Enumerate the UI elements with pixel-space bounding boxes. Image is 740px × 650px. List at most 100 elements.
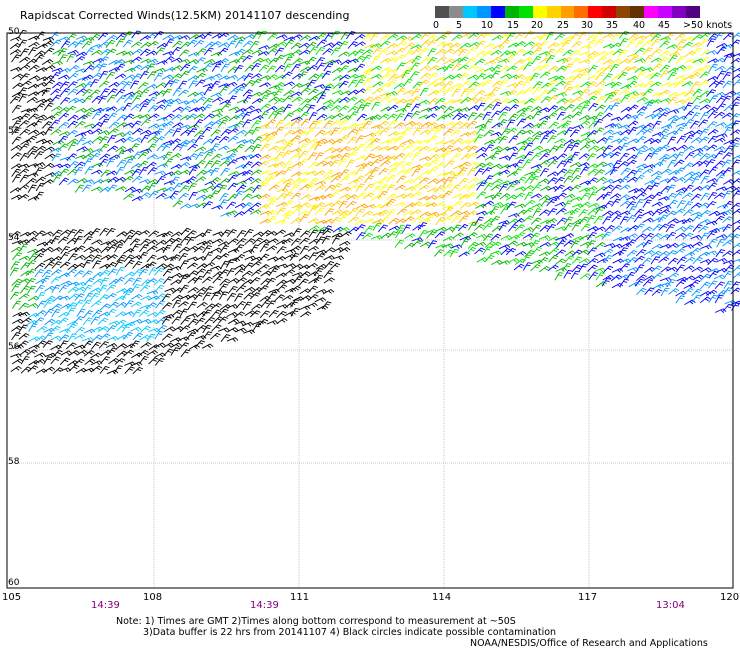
wind-barb bbox=[298, 150, 309, 159]
wind-barb bbox=[691, 129, 703, 137]
wind-barb bbox=[289, 285, 302, 293]
wind-barb bbox=[163, 180, 176, 186]
wind-barb bbox=[236, 237, 247, 246]
wind-barb bbox=[129, 143, 140, 152]
wind-barb bbox=[562, 49, 574, 57]
wind-barb bbox=[107, 336, 119, 341]
wind-barb bbox=[433, 81, 446, 88]
wind-barb bbox=[401, 161, 413, 169]
wind-barb bbox=[650, 256, 661, 265]
wind-barb bbox=[547, 264, 559, 272]
wind-barb bbox=[540, 96, 552, 104]
wind-barb bbox=[620, 113, 632, 121]
wind-barb bbox=[700, 267, 712, 273]
wind-barb bbox=[593, 215, 604, 224]
wind-barb bbox=[116, 159, 127, 168]
wind-barb bbox=[313, 274, 324, 284]
wind-barb bbox=[562, 114, 574, 121]
wind-barb bbox=[26, 96, 38, 103]
wind-barb bbox=[570, 84, 582, 90]
wind-barb bbox=[210, 92, 222, 98]
wind-barb bbox=[546, 80, 558, 88]
wind-barb bbox=[514, 48, 526, 55]
scale-label: 40 bbox=[633, 20, 646, 31]
wind-barb bbox=[124, 300, 134, 308]
wind-barb bbox=[210, 247, 223, 253]
wind-barb bbox=[660, 168, 672, 175]
wind-barb bbox=[508, 104, 520, 112]
scale-color-swatch bbox=[644, 6, 659, 18]
wind-barb bbox=[179, 49, 190, 57]
wind-barb bbox=[243, 262, 254, 270]
wind-barb bbox=[668, 288, 680, 295]
wind-barb bbox=[145, 161, 157, 169]
wind-barb bbox=[386, 90, 398, 96]
wind-barb bbox=[604, 225, 615, 233]
wind-barb bbox=[627, 206, 637, 215]
wind-barb bbox=[114, 244, 124, 253]
wind-barb bbox=[203, 151, 213, 160]
wind-barb bbox=[451, 34, 463, 42]
wind-barb bbox=[241, 111, 252, 120]
wind-barb bbox=[268, 157, 280, 162]
wind-barb bbox=[59, 367, 72, 373]
wind-barb bbox=[25, 277, 36, 286]
wind-barb bbox=[436, 171, 449, 178]
wind-barb bbox=[217, 119, 228, 128]
wind-barb bbox=[610, 58, 622, 65]
wind-barb bbox=[91, 365, 103, 372]
wind-barb bbox=[578, 153, 590, 160]
wind-barb bbox=[203, 261, 216, 269]
wind-barb bbox=[139, 318, 152, 324]
wind-barb bbox=[209, 265, 222, 271]
wind-barb bbox=[714, 192, 726, 200]
wind-barb bbox=[315, 288, 328, 294]
wind-barb bbox=[195, 317, 206, 326]
wind-barb bbox=[690, 202, 702, 210]
wind-barb bbox=[227, 193, 238, 202]
wind-barb bbox=[242, 55, 253, 63]
wind-barb bbox=[139, 103, 149, 112]
wind-barb bbox=[10, 144, 22, 151]
wind-barb bbox=[89, 79, 99, 88]
wind-barb bbox=[498, 183, 509, 192]
wind-barb bbox=[227, 277, 240, 284]
wind-barb bbox=[490, 215, 501, 224]
wind-barb bbox=[419, 129, 431, 136]
wind-barb bbox=[596, 95, 606, 104]
wind-barb bbox=[458, 48, 469, 57]
wind-barb bbox=[652, 223, 663, 232]
wind-barb bbox=[291, 171, 303, 178]
wind-barb bbox=[707, 129, 719, 136]
wind-barb bbox=[308, 278, 320, 284]
wind-barb bbox=[338, 65, 350, 73]
wind-barb bbox=[564, 255, 575, 264]
wind-barb bbox=[323, 42, 335, 48]
wind-barb bbox=[234, 143, 245, 152]
wind-barb bbox=[692, 151, 704, 159]
wind-barb bbox=[28, 35, 40, 41]
wind-barb bbox=[59, 67, 71, 74]
scale-color-swatch bbox=[560, 6, 575, 18]
wind-barb bbox=[370, 96, 382, 103]
wind-barb bbox=[146, 290, 159, 295]
wind-barb bbox=[196, 324, 207, 332]
wind-barb bbox=[572, 105, 583, 113]
wind-barb bbox=[652, 283, 664, 290]
wind-barb bbox=[202, 276, 213, 284]
wind-barb bbox=[355, 183, 365, 192]
wind-barb bbox=[643, 164, 656, 169]
wind-barb bbox=[36, 292, 46, 301]
wind-barb bbox=[459, 131, 472, 137]
wind-barb bbox=[171, 316, 182, 325]
wind-barb bbox=[714, 32, 725, 41]
wind-barb bbox=[163, 158, 174, 167]
wind-barb bbox=[234, 86, 245, 95]
wind-barb bbox=[348, 111, 359, 119]
map-grid bbox=[7, 33, 733, 588]
wind-barb bbox=[451, 83, 464, 89]
wind-barb bbox=[442, 42, 454, 48]
wind-barb bbox=[139, 284, 151, 292]
wind-barb bbox=[339, 214, 349, 223]
wind-barb bbox=[234, 264, 246, 270]
